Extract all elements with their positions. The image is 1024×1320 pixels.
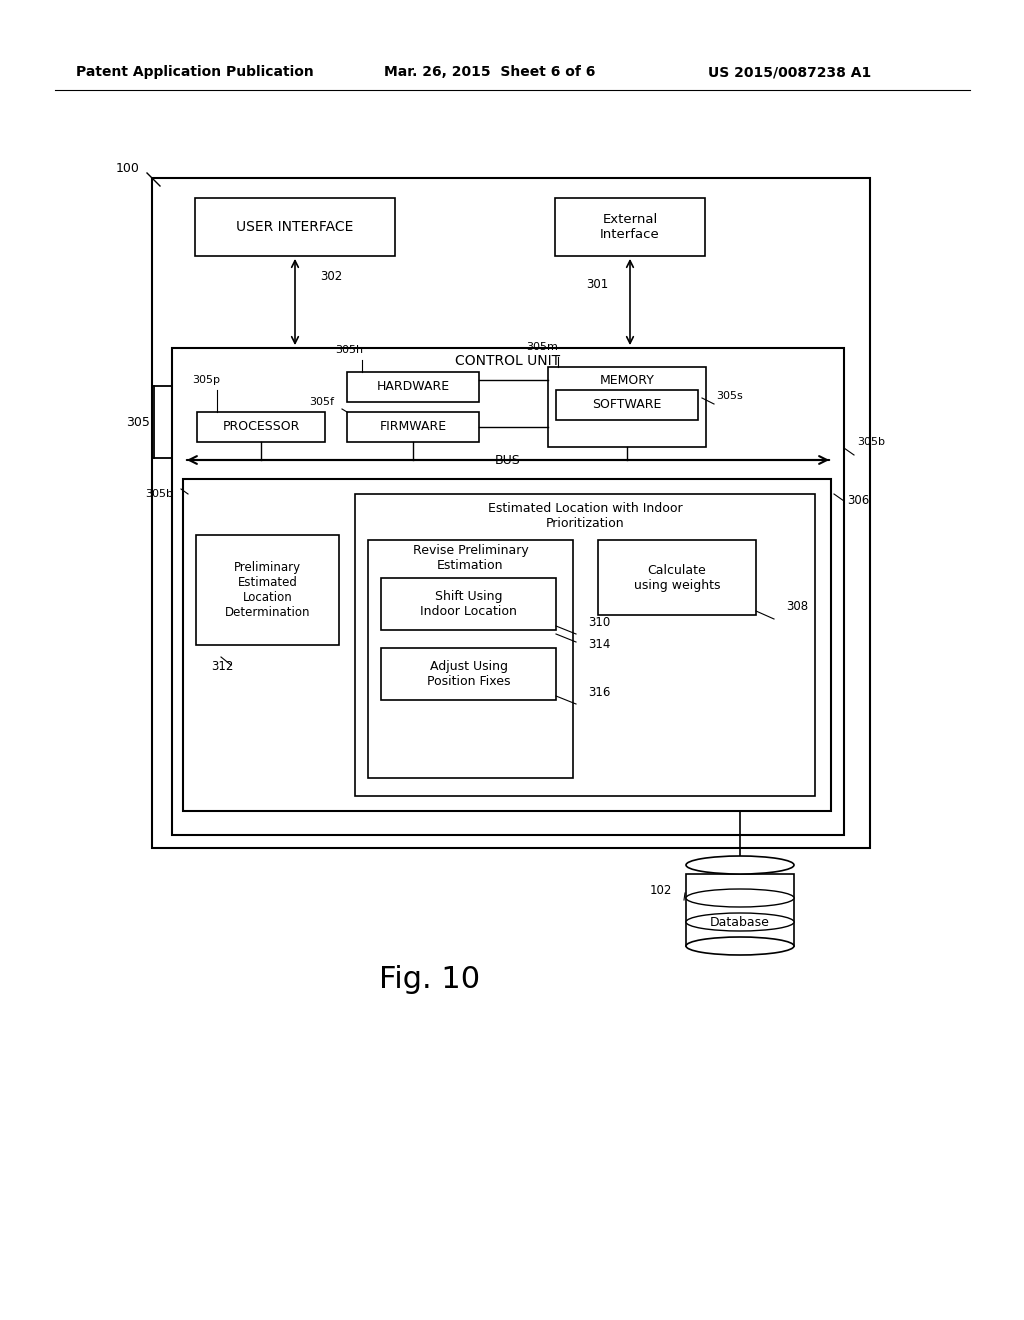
Bar [381,648,556,700]
Text: External
Interface: External Interface [600,213,659,242]
Ellipse shape [686,855,794,874]
Bar [197,412,325,442]
Text: FIRMWARE: FIRMWARE [380,421,446,433]
Bar [196,535,339,645]
Ellipse shape [686,888,794,907]
Text: 310: 310 [588,615,610,628]
Text: 312: 312 [211,660,233,673]
Bar [172,348,844,836]
Text: 305b: 305b [145,488,173,499]
Text: 100: 100 [116,161,140,174]
Text: 305s: 305s [716,391,742,401]
Text: 305h: 305h [335,345,364,355]
Bar [183,479,831,810]
Bar [598,540,756,615]
Text: Database: Database [710,916,770,928]
Text: 316: 316 [588,685,610,698]
Bar [195,198,395,256]
Text: Shift Using
Indoor Location: Shift Using Indoor Location [420,590,517,618]
Text: HARDWARE: HARDWARE [377,380,450,393]
Text: 308: 308 [786,601,808,614]
Text: Calculate
using weights: Calculate using weights [634,564,720,591]
Text: Preliminary
Estimated
Location
Determination: Preliminary Estimated Location Determina… [224,561,310,619]
Text: Patent Application Publication: Patent Application Publication [76,65,314,79]
Text: Revise Preliminary
Estimation: Revise Preliminary Estimation [413,544,528,572]
Bar [556,389,698,420]
Bar [381,578,556,630]
Bar [368,540,573,777]
Text: 306: 306 [847,495,869,507]
Bar [347,412,479,442]
Text: Estimated Location with Indoor
Prioritization: Estimated Location with Indoor Prioritiz… [487,502,682,531]
Bar [152,178,870,847]
Text: 305f: 305f [309,397,334,407]
Text: 314: 314 [588,638,610,651]
Text: CONTROL UNIT: CONTROL UNIT [456,354,560,368]
Bar [548,367,706,447]
Text: MEMORY: MEMORY [600,374,654,387]
Text: 102: 102 [649,883,672,896]
Text: Mar. 26, 2015  Sheet 6 of 6: Mar. 26, 2015 Sheet 6 of 6 [384,65,596,79]
Bar [347,372,479,403]
Text: 305b: 305b [857,437,885,447]
Text: USER INTERFACE: USER INTERFACE [237,220,353,234]
Text: 305m: 305m [526,342,558,352]
Text: PROCESSOR: PROCESSOR [222,421,300,433]
Text: 305: 305 [126,417,150,429]
Bar [355,494,815,796]
Text: 301: 301 [586,277,608,290]
Text: Fig. 10: Fig. 10 [380,965,480,994]
Bar [555,198,705,256]
Bar [686,874,794,946]
Ellipse shape [686,937,794,954]
Text: 305p: 305p [193,375,220,385]
Ellipse shape [686,913,794,931]
Text: 302: 302 [319,269,342,282]
Text: SOFTWARE: SOFTWARE [592,399,662,412]
Text: Adjust Using
Position Fixes: Adjust Using Position Fixes [427,660,510,688]
Text: US 2015/0087238 A1: US 2015/0087238 A1 [709,65,871,79]
Text: BUS: BUS [496,454,521,466]
